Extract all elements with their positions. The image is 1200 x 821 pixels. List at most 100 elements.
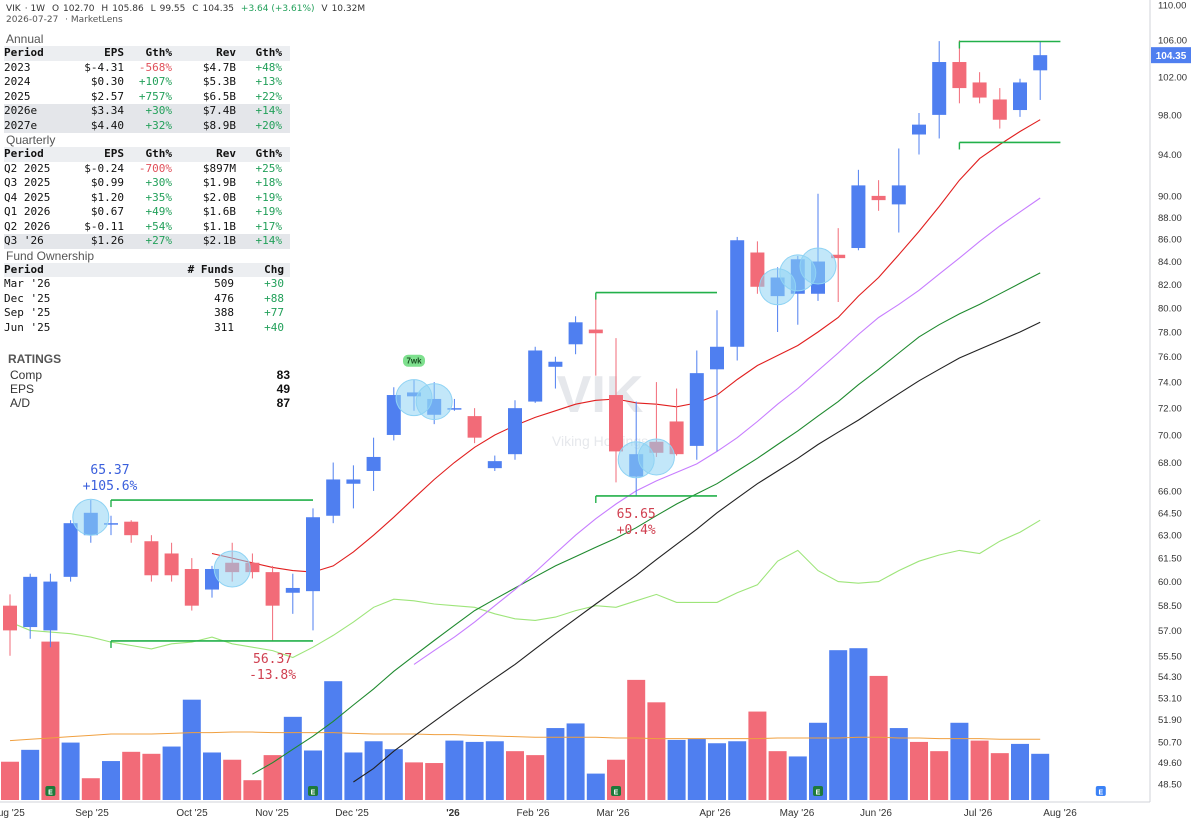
earnings-marker: [308, 786, 318, 796]
table-row: Jun '25 311 +40: [4, 321, 290, 336]
watermark-company: Viking Holdings: [552, 433, 648, 449]
cell-rev: $7.4B: [202, 104, 236, 117]
cell-funds: 476: [214, 291, 234, 305]
table-row: Sep '25 388 +77: [4, 306, 290, 321]
volume-bar: [122, 751, 141, 800]
header-date: 2026-07-27: [6, 15, 59, 25]
volume-bar: [829, 650, 848, 800]
x-tick-label: May '26: [780, 808, 815, 819]
x-axis: Aug '25 Sep '25 Oct '25 Nov '25 Dec '25 '26 Fe…: [0, 808, 1077, 819]
table-row: Q1 2026 $0.67 +49% $1.6B +19%: [4, 205, 290, 220]
rating-label: Comp: [10, 368, 43, 382]
y-tick-label: 60.00: [1158, 577, 1182, 588]
cell-period: 2027e: [4, 118, 38, 132]
rating-row: A/D 87: [8, 396, 290, 410]
cell-funds: 388: [214, 306, 234, 319]
volume-bar: [243, 780, 262, 800]
rating-value: 87: [276, 396, 290, 410]
volume-bar: [81, 778, 100, 800]
y-tick-label: 58.50: [1158, 601, 1182, 612]
cell-period: Q3 2025: [4, 176, 51, 189]
y-tick-label: 84.00: [1158, 257, 1182, 268]
candle-body: [3, 605, 17, 631]
cell-rev_g: +18%: [255, 176, 283, 189]
y-tick-label: 66.00: [1158, 486, 1182, 497]
candle-body: [144, 541, 159, 576]
cell-eps: $4.40: [90, 118, 124, 132]
cell-eps_g: +49%: [145, 205, 173, 218]
candle-body: [265, 572, 280, 606]
volume-bar: [506, 751, 524, 800]
table-row: 2026e $3.34 +30% $7.4B +14%: [4, 104, 290, 119]
candle-body: [184, 568, 199, 606]
volume-bar: [465, 741, 484, 800]
cell-period: Q4 2025: [4, 190, 51, 204]
volume-bars: [1, 641, 1050, 800]
earnings-marker-label: E: [48, 790, 53, 797]
candle-body: [447, 408, 462, 410]
cell-eps_g: +35%: [145, 190, 173, 204]
column-header: Period: [4, 46, 44, 59]
volume-bar: [102, 761, 120, 800]
column-header: EPS: [104, 147, 124, 160]
y-tick-label: 55.50: [1158, 651, 1182, 662]
candle-body: [689, 373, 704, 446]
rating-value: 49: [276, 382, 290, 396]
volume-bar: [162, 746, 181, 800]
volume-bar: [405, 762, 423, 800]
ratings-title: RATINGS: [8, 352, 62, 366]
volume-bar: [970, 740, 989, 800]
ma200-line: [353, 321, 1041, 783]
watermark-symbol: VIK: [557, 366, 644, 424]
cell-rev: $897M: [202, 161, 236, 175]
annotation-change: +0.4%: [617, 523, 656, 538]
volume-bar: [263, 755, 282, 800]
table-row: Q2 2026 $-0.11 +54% $1.1B +17%: [4, 220, 290, 235]
volume-bar: [748, 711, 767, 800]
range-lines: [110, 40, 1061, 648]
ma50-line: [252, 272, 1041, 775]
cell-period: 2025: [4, 89, 31, 103]
column-header: # Funds: [187, 262, 234, 276]
x-tick-label: Jul '26: [964, 808, 993, 819]
column-header: Period: [4, 147, 44, 160]
y-tick-label: 72.00: [1158, 404, 1182, 415]
y-tick-label: 110.00: [1158, 1, 1186, 12]
cell-funds: 311: [214, 320, 234, 334]
x-tick-label: '26: [446, 808, 460, 819]
y-tick-label: 64.50: [1158, 508, 1182, 519]
candle-body: [730, 240, 745, 347]
volume-bar: [142, 753, 161, 800]
x-tick-label: Aug '26: [1043, 808, 1077, 819]
cell-rev_g: +14%: [255, 234, 283, 247]
x-tick-label: Feb '26: [516, 808, 549, 819]
table-row: 2025 $2.57 +757% $6.5B +22%: [4, 90, 290, 105]
candle-body: [326, 479, 341, 516]
cell-eps_g: +54%: [145, 219, 173, 233]
candle-body: [669, 421, 684, 455]
table-row: 2027e $4.40 +32% $8.9B +20%: [4, 118, 290, 133]
candle-body: [63, 523, 78, 577]
y-tick-label: 51.90: [1158, 715, 1182, 726]
table-row: Dec '25 476 +88: [4, 292, 290, 307]
rating-label: EPS: [10, 382, 35, 396]
volume-value: 10.32M: [331, 4, 366, 14]
volume-bar: [566, 723, 585, 800]
x-tick-label: Nov '25: [255, 808, 289, 819]
y-tick-label: 61.50: [1158, 554, 1182, 565]
volume-bar: [21, 749, 40, 800]
candle-body: [346, 479, 361, 484]
cell-rev: $5.3B: [202, 75, 236, 88]
column-header: Gth%: [255, 46, 283, 59]
x-tick-label: Sep '25: [75, 808, 109, 819]
candle-body: [972, 82, 987, 98]
annotation-price: 56.37: [253, 652, 292, 667]
volume-bar: [910, 741, 928, 800]
candle-body: [609, 395, 623, 452]
table-row: Mar '26 509 +30: [4, 277, 290, 292]
y-tick-label: 48.50: [1158, 780, 1182, 791]
cell-period: Jun '25: [4, 320, 51, 334]
y-tick-label: 49.60: [1158, 758, 1182, 769]
